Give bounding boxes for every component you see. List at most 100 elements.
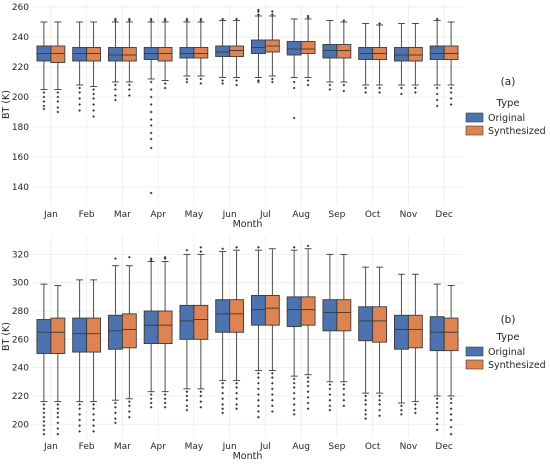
- outlier-point: [149, 146, 153, 150]
- outlier-point: [257, 387, 260, 391]
- outlier-point: [257, 410, 260, 413]
- outlier-point: [127, 255, 131, 259]
- outlier-point: [257, 80, 260, 84]
- outlier-point: [92, 103, 95, 106]
- outlier-point: [92, 418, 95, 422]
- legend-swatch: [465, 346, 484, 357]
- outlier-point: [328, 383, 332, 387]
- legend-entry-label: Original: [488, 113, 525, 124]
- legend-entry-label: Synthesized: [488, 126, 546, 137]
- iqr-box: [72, 317, 88, 353]
- outlier-point: [149, 131, 153, 135]
- iqr-box: [336, 299, 352, 332]
- outlier-point: [163, 257, 167, 261]
- outlier-point: [56, 427, 60, 430]
- box-original-apr: [143, 257, 159, 409]
- outlier-point: [56, 403, 60, 406]
- outlier-point: [127, 415, 131, 419]
- box-original-jun: [215, 17, 231, 85]
- outlier-point: [400, 408, 403, 412]
- x-tick-label: Jan: [43, 210, 58, 220]
- outlier-point: [328, 408, 332, 412]
- outlier-point: [435, 401, 439, 405]
- outlier-point: [400, 404, 403, 408]
- x-tick-label: Jun: [222, 442, 237, 452]
- box-original-aug: [286, 245, 302, 416]
- y-tick-label: 240: [12, 33, 29, 43]
- iqr-box: [443, 317, 459, 352]
- outlier-point: [199, 390, 203, 394]
- outlier-point: [449, 397, 453, 401]
- iqr-box: [336, 44, 352, 59]
- outlier-point: [435, 17, 439, 21]
- outlier-point: [328, 398, 332, 402]
- outlier-point: [235, 83, 238, 87]
- outlier-point: [114, 421, 117, 425]
- outlier-point: [292, 80, 296, 84]
- outlier-point: [257, 8, 260, 12]
- iqr-box: [250, 295, 266, 326]
- box-synthesized-sep: [336, 253, 352, 408]
- outlier-point: [306, 83, 310, 87]
- outlier-point: [199, 405, 203, 409]
- box-original-jul: [250, 245, 266, 419]
- outlier-point: [221, 386, 225, 389]
- outlier-point: [449, 86, 453, 90]
- x-tick-label: Jul: [259, 210, 271, 220]
- outlier-point: [92, 403, 95, 406]
- outlier-point: [42, 107, 46, 111]
- outlier-point: [42, 407, 46, 411]
- outlier-point: [257, 415, 260, 419]
- outlier-point: [92, 88, 95, 91]
- box-synthesized-nov: [407, 23, 423, 94]
- outlier-point: [292, 397, 296, 401]
- box-original-oct: [358, 266, 374, 420]
- y-tick-label: 160: [12, 153, 29, 163]
- outlier-point: [378, 398, 381, 402]
- outlier-point: [378, 22, 381, 25]
- x-tick-label: Dec: [435, 210, 452, 220]
- x-tick-label: Mar: [114, 210, 131, 220]
- legend-swatch: [465, 359, 484, 370]
- outlier-point: [435, 98, 439, 102]
- box-original-oct: [358, 23, 374, 94]
- box-synthesized-apr: [157, 17, 173, 90]
- x-tick-label: Oct: [365, 442, 381, 452]
- outlier-point: [413, 91, 417, 94]
- iqr-box: [300, 41, 316, 54]
- outlier-point: [378, 408, 381, 412]
- y-tick-label: 140: [12, 183, 29, 193]
- outlier-point: [42, 403, 46, 406]
- y-tick-label: 200: [12, 420, 29, 430]
- outlier-point: [435, 428, 439, 432]
- x-tick-label: Feb: [79, 442, 95, 452]
- y-tick-label: 320: [12, 250, 29, 260]
- box-synthesized-nov: [407, 273, 423, 415]
- box-synthesized-oct: [372, 22, 388, 94]
- outlier-point: [221, 17, 225, 21]
- outlier-point: [114, 417, 117, 420]
- outlier-point: [149, 393, 153, 396]
- iqr-box: [157, 47, 173, 62]
- outlier-point: [221, 247, 225, 251]
- legend-entry-label: Synthesized: [488, 360, 546, 371]
- box-original-mar: [107, 257, 123, 425]
- outlier-point: [270, 10, 274, 13]
- outlier-point: [163, 397, 167, 401]
- outlier-point: [306, 380, 310, 384]
- outlier-point: [42, 424, 46, 428]
- iqr-box: [264, 295, 280, 326]
- outlier-point: [328, 404, 332, 408]
- box-synthesized-jul: [264, 248, 280, 413]
- iqr-box: [322, 44, 338, 59]
- outlier-point: [292, 381, 296, 385]
- outlier-point: [400, 86, 403, 90]
- outlier-point: [449, 432, 453, 436]
- outlier-point: [114, 19, 117, 22]
- outlier-point: [78, 103, 82, 106]
- panel-label: (a): [501, 76, 516, 88]
- outlier-point: [199, 19, 203, 22]
- outlier-point: [92, 115, 95, 118]
- outlier-point: [435, 417, 439, 420]
- x-tick-label: Sep: [328, 210, 345, 220]
